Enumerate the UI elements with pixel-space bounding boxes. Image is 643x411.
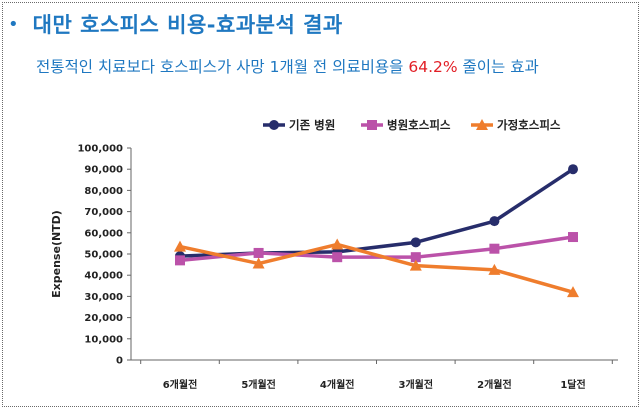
data-point-series-3 (409, 259, 422, 271)
series-line-1 (179, 167, 574, 258)
legend-marker-3 (476, 119, 488, 130)
bullet: • (8, 13, 19, 35)
subtitle-highlight: 64.2% (408, 58, 458, 76)
data-point-series-1 (489, 216, 500, 227)
x-tick-label: 3개월전 (399, 378, 434, 391)
data-point-series-3 (174, 240, 186, 252)
heading: • 대만 호스피스 비용-효과분석 결과 (8, 8, 343, 40)
legend-label-3: 가정호스피스 (497, 118, 561, 132)
y-tick-label: 100,000 (77, 144, 123, 155)
data-point-series-3 (331, 238, 344, 250)
y-tick-label: 40,000 (84, 271, 123, 282)
y-tick-label: 70,000 (84, 207, 123, 218)
data-point-series-3 (567, 286, 579, 298)
x-tick-label: 4개월전 (320, 378, 355, 391)
series-line-2 (179, 235, 574, 263)
data-point-series-2 (568, 232, 578, 243)
data-point-series-2 (489, 243, 500, 254)
y-tick-label: 80,000 (84, 186, 123, 197)
slide-title: 대만 호스피스 비용-효과분석 결과 (32, 13, 343, 37)
y-axis-label: Expense(NTD) (50, 210, 63, 298)
legend-marker-1 (269, 120, 279, 130)
legend-label-1: 기존 병원 (289, 118, 335, 132)
y-tick-label: 20,000 (84, 313, 123, 324)
y-tick-label: 60,000 (84, 228, 123, 239)
data-point-series-3 (252, 257, 265, 269)
data-point-series-1 (568, 164, 578, 175)
data-point-series-1 (410, 237, 421, 248)
subtitle: 전통적인 치료보다 호스피스가 사망 1개월 전 의료비용을 64.2% 줄이는… (36, 55, 539, 77)
data-point-series-2 (410, 252, 421, 263)
series-line-3 (179, 242, 574, 294)
legend-marker-2 (367, 120, 377, 130)
x-tick-label: 6개월전 (163, 378, 198, 391)
data-point-series-3 (488, 263, 501, 275)
data-point-series-2 (175, 255, 185, 266)
y-tick-label: 90,000 (84, 165, 123, 176)
data-point-series-2 (253, 247, 264, 258)
y-tick-label: 50,000 (84, 250, 123, 261)
y-tick-label: 30,000 (84, 292, 123, 303)
data-point-series-2 (332, 252, 343, 263)
subtitle-text-end: 줄이는 효과 (457, 58, 539, 76)
y-tick-label: 10,000 (84, 334, 123, 345)
x-tick-label: 2개월전 (477, 378, 512, 391)
y-tick-label: 0 (116, 356, 123, 367)
x-tick-label: 1달전 (560, 378, 585, 391)
subtitle-text: 전통적인 치료보다 호스피스가 사망 1개월 전 의료비용을 (36, 58, 409, 76)
legend-label-2: 병원호스피스 (387, 118, 451, 132)
x-tick-label: 5개월전 (241, 378, 276, 391)
slide-frame (2, 2, 639, 407)
